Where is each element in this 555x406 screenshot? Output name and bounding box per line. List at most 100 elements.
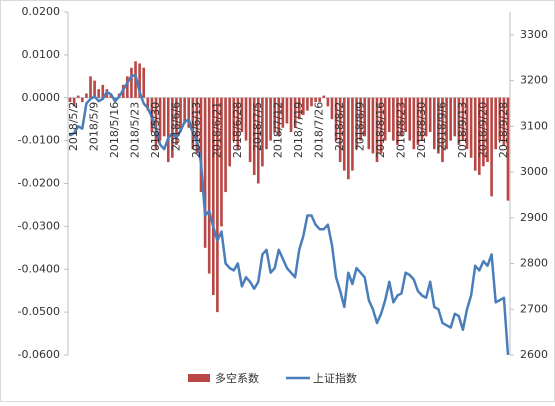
bar (187, 97, 191, 128)
bar (396, 97, 399, 145)
x-tick-label: 2018/9/20 (476, 102, 489, 158)
bar (97, 89, 101, 98)
y-tick-label: -0.0500 (18, 305, 60, 318)
bar (428, 97, 432, 133)
bar (277, 97, 281, 137)
bar (322, 95, 326, 98)
y2-tick-label: 2700 (520, 302, 548, 315)
bar (498, 97, 502, 141)
bar (285, 97, 289, 124)
bar (338, 97, 342, 163)
bar (76, 95, 80, 98)
bar (126, 76, 129, 98)
bar (375, 97, 379, 163)
bar (138, 63, 141, 98)
x-tick-label: 2018/8/30 (415, 102, 428, 158)
bar (142, 67, 146, 98)
y2-tick-label: 2600 (520, 348, 548, 361)
bar (318, 97, 322, 103)
bar (453, 97, 457, 137)
x-tick-label: 2018/8/9 (354, 102, 367, 151)
y-tick-label: -0.0100 (18, 134, 60, 147)
bar (224, 97, 227, 193)
bar (379, 97, 383, 154)
bar (449, 97, 452, 141)
bar (179, 97, 182, 133)
bar (101, 84, 105, 98)
bar (269, 97, 272, 141)
bar (256, 97, 260, 184)
y2-tick-label: 3200 (520, 74, 548, 87)
y-tick-label: 0.0100 (22, 48, 61, 61)
bar (236, 97, 240, 150)
bar (232, 97, 236, 141)
bar (207, 97, 211, 274)
bar (367, 97, 371, 150)
y-tick-label: -0.0600 (18, 348, 60, 361)
bar (347, 97, 350, 180)
bar (244, 97, 248, 141)
bar (191, 97, 195, 150)
y2-tick-label: 2900 (520, 211, 548, 224)
bar (310, 97, 313, 107)
bar (306, 97, 309, 111)
bar (457, 97, 461, 145)
line (69, 73, 510, 356)
bar (432, 97, 436, 150)
y-tick-label: 0.0200 (22, 5, 61, 18)
bar (420, 97, 424, 141)
bar (351, 97, 354, 171)
x-tick-label: 2018/8/16 (374, 102, 387, 158)
bar (175, 97, 178, 145)
x-tick-label: 2018/9/13 (456, 102, 469, 158)
bar (302, 97, 305, 115)
legend-swatch (188, 374, 210, 382)
bar (171, 97, 174, 158)
x-tick-label: 2018/8/23 (394, 102, 407, 158)
x-tick-label: 2018/7/12 (272, 102, 285, 158)
y2-tick-label: 3300 (520, 28, 548, 41)
bar (408, 97, 412, 141)
bar (477, 97, 481, 175)
bar (195, 97, 199, 154)
bar (162, 97, 166, 137)
y2-tick-label: 2800 (520, 257, 548, 270)
bar (482, 97, 485, 167)
bar (326, 97, 330, 107)
bar (494, 97, 497, 150)
bar (289, 97, 293, 133)
legend-label: 上证指数 (313, 371, 357, 385)
bar (490, 97, 493, 197)
x-tick-label: 2018/5/2 (67, 102, 80, 151)
bar (240, 97, 244, 133)
bar (334, 97, 338, 141)
y-tick-label: -0.0400 (18, 262, 60, 275)
bar (445, 97, 448, 150)
x-tick-label: 2018/5/9 (88, 102, 101, 151)
bar (383, 97, 387, 141)
bar (412, 97, 416, 150)
bar (359, 97, 362, 141)
bar (216, 97, 219, 313)
bar (392, 97, 395, 141)
bar (355, 97, 358, 150)
y-tick-label: -0.0300 (18, 219, 60, 232)
bar (265, 97, 268, 150)
bar (203, 97, 207, 248)
bar (486, 97, 489, 163)
bar (183, 97, 186, 124)
bar (85, 93, 88, 98)
bar (441, 97, 444, 163)
bar (154, 97, 158, 150)
bar (404, 97, 407, 133)
y-tick-label: -0.0200 (18, 177, 60, 190)
bar (248, 97, 252, 163)
bar (199, 97, 203, 193)
x-tick-label: 2018/9/6 (435, 102, 448, 151)
x-tick-label: 2018/6/13 (190, 102, 203, 158)
x-tick-label: 2018/7/5 (251, 102, 264, 151)
bar (146, 97, 150, 111)
bar (68, 97, 72, 103)
